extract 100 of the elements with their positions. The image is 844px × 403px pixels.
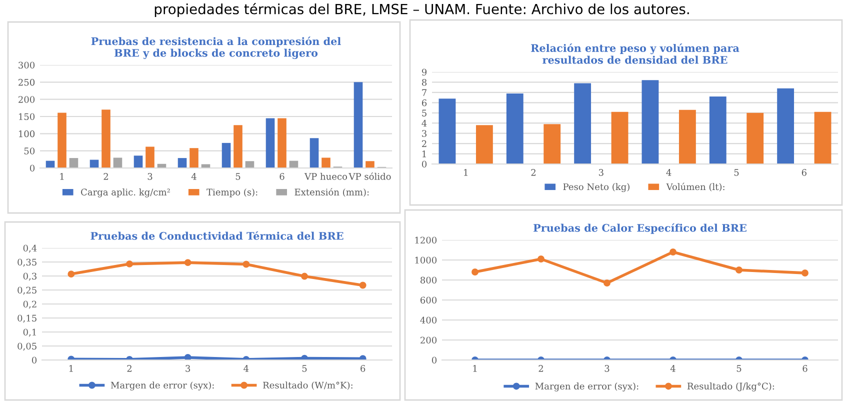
- y-tick-label: 0,15: [18, 314, 36, 323]
- legend-label: Extensión (mm):: [294, 188, 369, 197]
- x-tick-label: 3: [604, 365, 610, 372]
- bar: [814, 112, 832, 164]
- text: propiedades térmicas del BRE, LMSE – UNAM. Fuente: Archivo de los autores.: [154, 3, 689, 17]
- x-tick-label: 1: [69, 365, 73, 372]
- point: [670, 248, 676, 256]
- point: [126, 260, 133, 268]
- legend-label: Peso Neto (kg): [563, 183, 630, 192]
- bar: [438, 98, 456, 164]
- y-tick-label: 1200: [415, 236, 437, 244]
- chart-title: Pruebas de resistencia a la compresión del BRE y de blocks de concreto ligero: [91, 36, 341, 59]
- chart-title: Relación entre peso y volúmen para resultados de densidad del BRE: [531, 44, 740, 64]
- point: [242, 260, 250, 268]
- y-tick-label: 0: [432, 356, 437, 364]
- bar: [102, 110, 110, 168]
- point: [736, 266, 742, 274]
- bar: [113, 158, 122, 168]
- x-tick-label: 1: [473, 365, 477, 372]
- y-tick-label: 6: [422, 99, 427, 106]
- legend-label: Carga aplic. kg/cm²: [81, 188, 170, 198]
- x-tick-label: 5: [236, 173, 240, 180]
- y-tick-label: 0: [32, 356, 37, 364]
- bar: [746, 112, 764, 164]
- bar: [574, 83, 592, 164]
- x-tick-label: 3: [598, 169, 604, 176]
- chart-title: Pruebas de Calor Específico del BRE: [534, 223, 746, 234]
- point: [184, 259, 192, 266]
- y-tick-label: 0: [422, 160, 427, 168]
- y-tick-label: 150: [19, 113, 35, 120]
- x-tick-label: 4: [666, 169, 672, 176]
- x-tick-label: 5: [736, 365, 742, 372]
- y-tick-label: 50: [24, 148, 35, 154]
- y-tick-label: 1000: [415, 256, 437, 264]
- x-tick-label: 1: [60, 173, 64, 180]
- bar: [310, 138, 319, 168]
- bar: [266, 118, 275, 168]
- bar: [366, 161, 374, 168]
- bar: [611, 112, 628, 164]
- bar: [245, 161, 254, 168]
- y-tick-label: 5: [422, 110, 426, 116]
- bar: [190, 148, 198, 168]
- point: [301, 272, 308, 280]
- y-tick-label: 400: [420, 316, 437, 324]
- y-tick-label: 300: [18, 62, 35, 69]
- bar: [506, 93, 524, 164]
- x-tick-label: 4: [244, 365, 249, 372]
- y-tick-label: 0,4: [23, 244, 37, 253]
- y-tick-label: 7: [422, 89, 426, 96]
- legend-label: Margen de error (syx):: [110, 382, 214, 390]
- legend-label: Volúmen (lt):: [666, 182, 724, 192]
- x-tick-label: 5: [302, 365, 307, 372]
- y-tick-label: 0,1: [23, 328, 36, 337]
- x-tick-label: VP hueco: [304, 172, 348, 180]
- x-tick-label: 2: [538, 365, 543, 372]
- bar: [678, 110, 696, 164]
- x-tick-label: 6: [360, 365, 366, 372]
- y-tick-label: 0,3: [23, 272, 36, 281]
- bar: [234, 125, 242, 168]
- bar: [476, 125, 493, 164]
- y-tick-label: 2: [422, 140, 426, 147]
- bar: [222, 142, 231, 168]
- x-tick-label: 3: [186, 365, 190, 372]
- y-tick-label: 250: [18, 78, 35, 86]
- x-tick-label: 1: [464, 169, 468, 176]
- x-tick-label: 6: [802, 169, 806, 176]
- bar: [134, 156, 143, 168]
- y-tick-label: 100: [19, 130, 35, 138]
- bar: [544, 124, 561, 164]
- y-tick-label: 800: [420, 276, 437, 284]
- x-tick-label: 6: [280, 173, 284, 180]
- point: [538, 256, 544, 262]
- bar: [322, 158, 330, 168]
- bar: [58, 112, 66, 168]
- y-tick-label: 0,2: [23, 300, 36, 309]
- y-tick-label: 0,25: [18, 286, 36, 295]
- x-tick-label: 3: [148, 173, 152, 180]
- y-tick-label: 3: [422, 130, 426, 137]
- legend-label: Resultado (J/kg°C):: [687, 382, 774, 392]
- y-tick-label: 1: [422, 150, 426, 158]
- y-tick-label: 8: [422, 78, 427, 86]
- bar: [146, 146, 154, 168]
- bar: [178, 158, 187, 168]
- y-tick-label: 0,35: [18, 258, 36, 267]
- legend-label: Resultado (W/m°K):: [263, 382, 352, 390]
- chart-title: Pruebas de Conductividad Térmica del BRE: [90, 231, 344, 240]
- point: [359, 282, 366, 289]
- x-tick-label: VP sólido: [348, 172, 391, 180]
- y-tick-label: 9: [422, 68, 427, 76]
- x-tick-label: 2: [531, 169, 536, 176]
- x-tick-label: 4: [670, 365, 676, 372]
- y-tick-label: 0,05: [18, 342, 36, 351]
- y-tick-label: 0: [30, 164, 35, 172]
- legend-label: Tiempo (s):: [206, 188, 258, 198]
- point: [604, 280, 610, 286]
- legend-label: Margen de error (syx):: [535, 382, 638, 392]
- point: [472, 268, 478, 276]
- bar: [69, 158, 78, 168]
- y-tick-label: 200: [420, 336, 437, 344]
- x-tick-label: 2: [127, 365, 132, 372]
